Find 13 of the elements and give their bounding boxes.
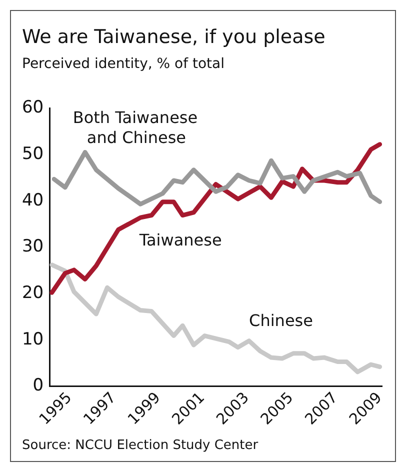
series-label: Taiwanese	[138, 230, 222, 250]
y-tick-label: 10	[22, 329, 44, 350]
y-tick-label: 0	[32, 376, 44, 396]
source-note: Source: NCCU Election Study Center	[22, 438, 258, 453]
y-tick-label: 50	[22, 144, 44, 164]
y-tick-label: 40	[22, 190, 44, 210]
series-label: Both Taiwanese and Chinese	[72, 108, 198, 148]
chart-title: We are Taiwanese, if you please	[22, 26, 326, 48]
y-tick-label: 20	[22, 283, 44, 304]
y-tick-label: 30	[22, 236, 44, 257]
chart-subtitle: Perceived identity, % of total	[22, 56, 224, 72]
series-label: Chinese	[249, 311, 313, 330]
y-tick-label: 60	[22, 98, 44, 118]
